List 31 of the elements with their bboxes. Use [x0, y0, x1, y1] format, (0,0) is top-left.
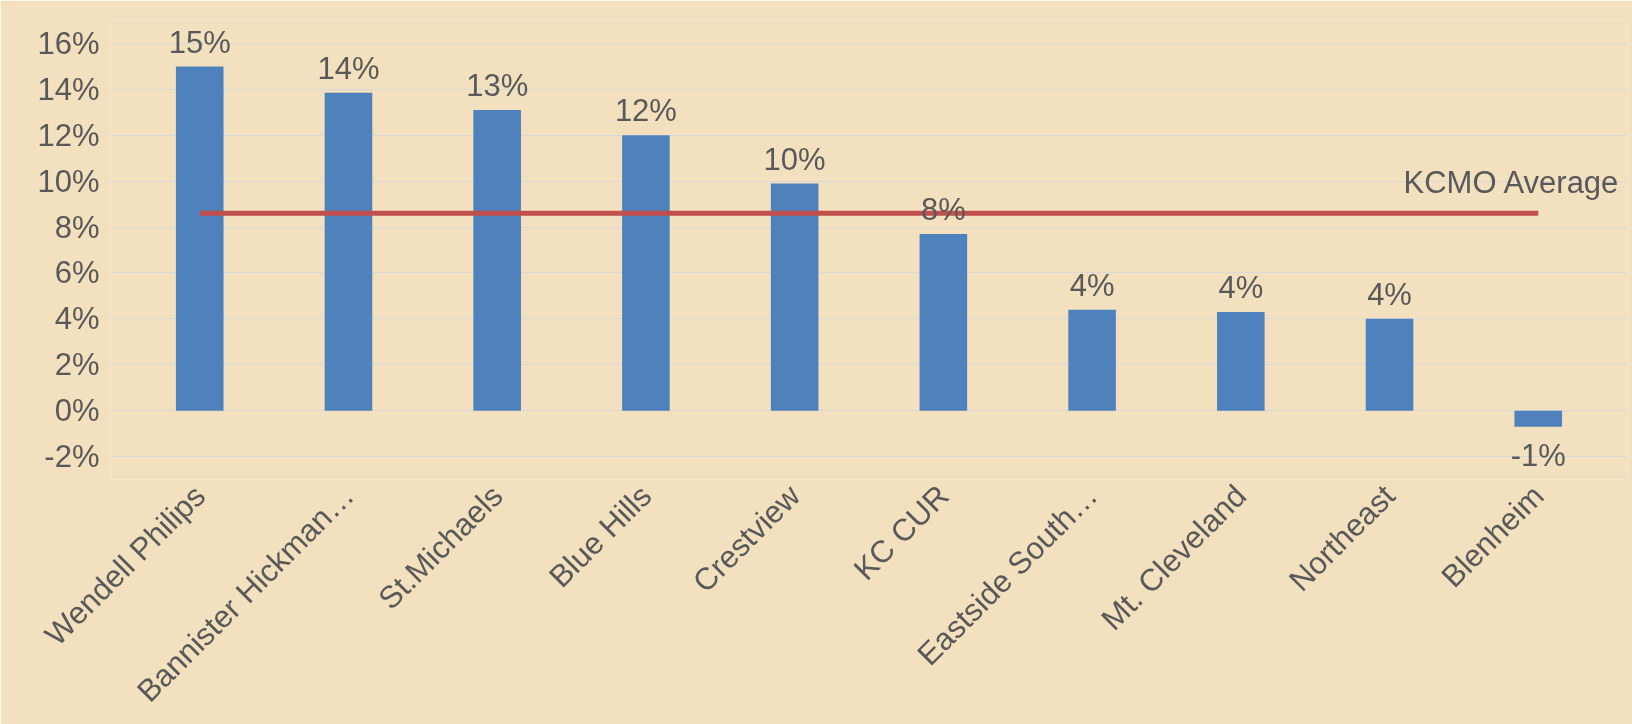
bar [1365, 318, 1414, 411]
y-tick-label: 2% [54, 347, 100, 383]
bar [1514, 410, 1563, 427]
data-label: 4% [1367, 276, 1412, 312]
bar [324, 92, 373, 411]
bar [473, 110, 521, 411]
y-tick-label: 10% [37, 163, 100, 199]
y-tick-label: 14% [37, 71, 100, 107]
data-label: 4% [1069, 267, 1115, 303]
bar [175, 66, 224, 411]
y-tick-label: -2% [44, 439, 100, 475]
y-tick-label: 4% [54, 301, 100, 337]
bar [1217, 311, 1265, 411]
data-label: 15% [168, 24, 231, 60]
data-label: 10% [763, 141, 826, 177]
data-label: 4% [1218, 270, 1264, 306]
bar [1068, 309, 1116, 411]
data-label: -1% [1510, 438, 1566, 474]
y-tick-label: 8% [54, 209, 100, 245]
bar [622, 135, 670, 411]
data-label: 13% [466, 68, 529, 104]
y-tick-label: 6% [54, 255, 100, 291]
bar [770, 183, 819, 411]
x-tick-label: Blue Hills [542, 478, 659, 595]
y-tick-label: 12% [37, 117, 100, 153]
data-label: 12% [614, 93, 677, 129]
data-label: 14% [317, 50, 380, 86]
y-tick-label: 16% [37, 25, 100, 61]
ref-line-label: KCMO Average [1403, 164, 1619, 200]
bar [919, 233, 968, 411]
y-tick-label: 0% [54, 393, 100, 429]
